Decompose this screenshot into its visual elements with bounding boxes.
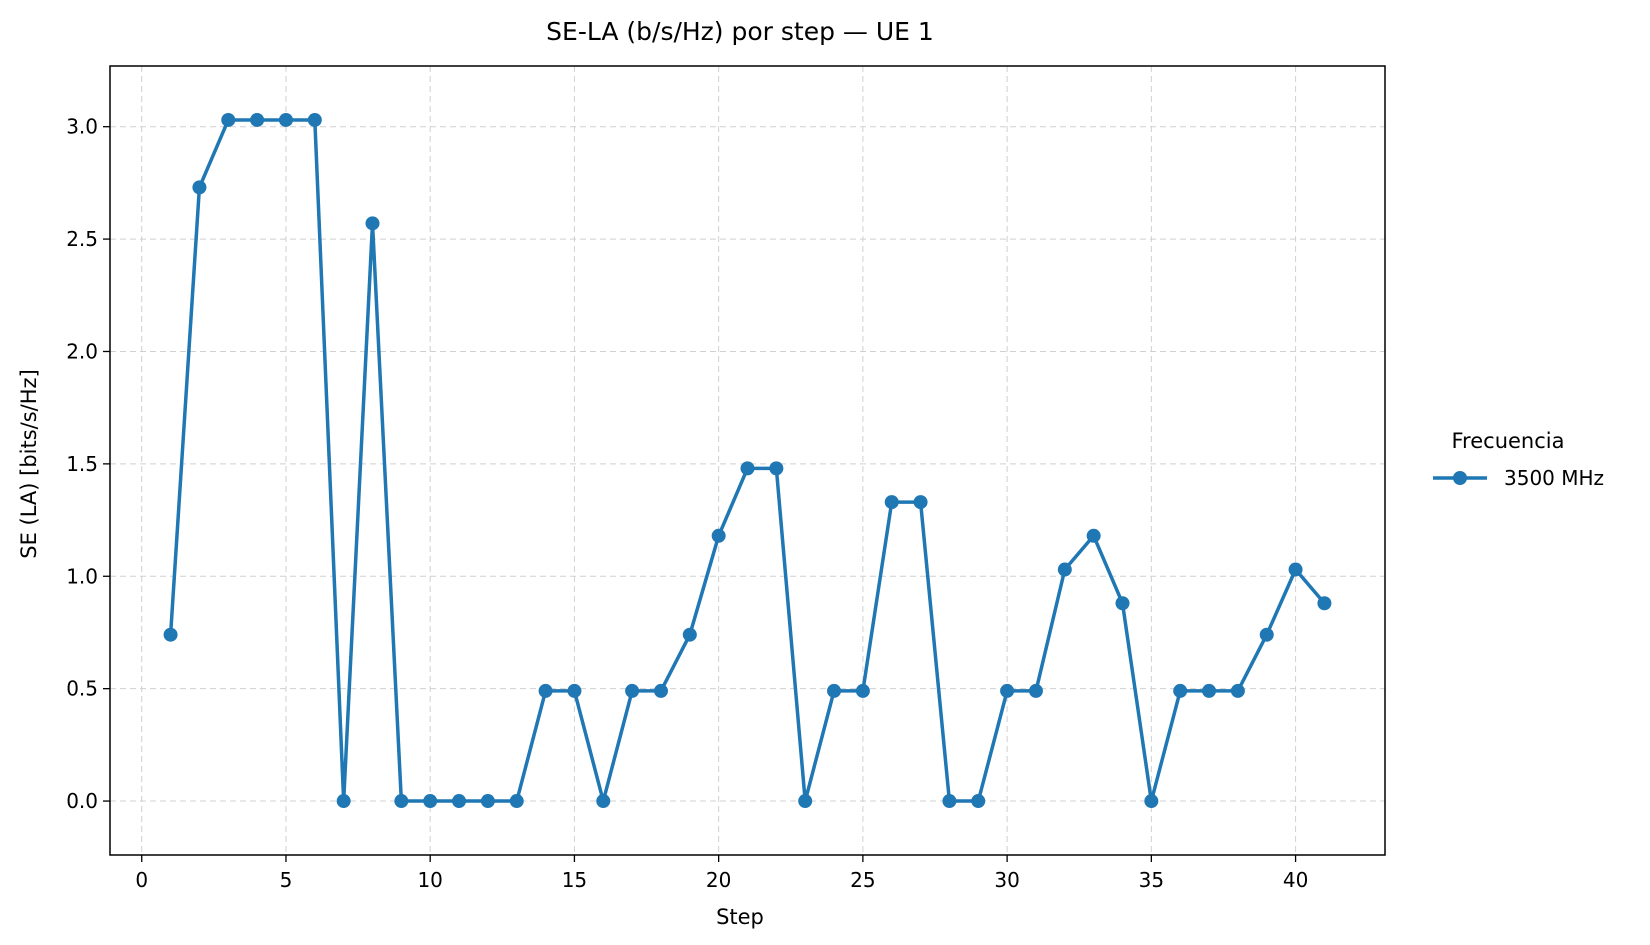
- grid: [110, 66, 1385, 855]
- legend-series-label: 3500 MHz: [1504, 466, 1604, 490]
- x-tick-label: 5: [280, 868, 293, 892]
- data-point: [913, 495, 928, 510]
- data-point: [452, 794, 467, 809]
- y-tick-label: 1.5: [66, 452, 98, 476]
- data-point: [567, 683, 582, 698]
- data-point: [740, 461, 755, 476]
- data-point: [1144, 794, 1159, 809]
- data-point: [538, 683, 553, 698]
- y-axis: 0.0 0.5 1.0 1.5 2.0 2.5 3.0: [66, 115, 110, 813]
- legend-title: Frecuencia: [1452, 429, 1565, 453]
- data-point: [625, 683, 640, 698]
- y-tick-label: 2.0: [66, 339, 98, 363]
- y-tick-label: 1.0: [66, 564, 98, 588]
- x-tick-label: 30: [994, 868, 1019, 892]
- y-axis-label: SE (LA) [bits/s/Hz]: [17, 369, 41, 559]
- data-point: [307, 112, 322, 127]
- data-point: [596, 794, 611, 809]
- data-point: [1317, 596, 1332, 611]
- data-point: [711, 528, 726, 543]
- y-tick-label: 2.5: [66, 227, 98, 251]
- x-axis-label: Step: [716, 905, 764, 929]
- data-point: [827, 683, 842, 698]
- chart-title: SE-LA (b/s/Hz) por step — UE 1: [546, 17, 934, 46]
- data-point: [884, 495, 899, 510]
- y-tick-label: 0.0: [66, 789, 98, 813]
- x-tick-label: 0: [135, 868, 148, 892]
- legend: Frecuencia 3500 MHz: [1433, 429, 1604, 490]
- data-point: [250, 112, 265, 127]
- data-point: [1086, 528, 1101, 543]
- data-point: [769, 461, 784, 476]
- data-point: [278, 112, 293, 127]
- data-point: [1288, 562, 1303, 577]
- legend-dot-marker: [1453, 471, 1467, 485]
- data-point: [509, 794, 524, 809]
- plot-frame: [109, 65, 1386, 856]
- y-tick-label: 3.0: [66, 115, 98, 139]
- data-point: [192, 180, 207, 195]
- data-point: [1202, 683, 1217, 698]
- series-layer: [163, 112, 1332, 809]
- data-point: [855, 683, 870, 698]
- x-tick-label: 20: [706, 868, 731, 892]
- data-point: [1230, 683, 1245, 698]
- x-tick-label: 35: [1139, 868, 1164, 892]
- data-point: [1057, 562, 1072, 577]
- data-point: [682, 627, 697, 642]
- x-tick-label: 25: [850, 868, 875, 892]
- data-point: [163, 627, 178, 642]
- data-point: [1115, 596, 1130, 611]
- data-point: [221, 112, 236, 127]
- data-point: [942, 794, 957, 809]
- data-point: [798, 794, 813, 809]
- data-point: [1259, 627, 1274, 642]
- data-point: [365, 216, 380, 231]
- y-tick-label: 0.5: [66, 677, 98, 701]
- x-tick-label: 15: [562, 868, 587, 892]
- x-tick-label: 40: [1283, 868, 1308, 892]
- data-point: [394, 794, 409, 809]
- data-point: [653, 683, 668, 698]
- data-point: [971, 794, 986, 809]
- data-point: [1000, 683, 1015, 698]
- data-point: [336, 794, 351, 809]
- data-point: [480, 794, 495, 809]
- data-point: [1028, 683, 1043, 698]
- x-axis: 0 5 10 15 20 25 30 35 40: [135, 855, 1308, 892]
- data-point: [423, 794, 438, 809]
- data-point: [1173, 683, 1188, 698]
- x-tick-label: 10: [417, 868, 442, 892]
